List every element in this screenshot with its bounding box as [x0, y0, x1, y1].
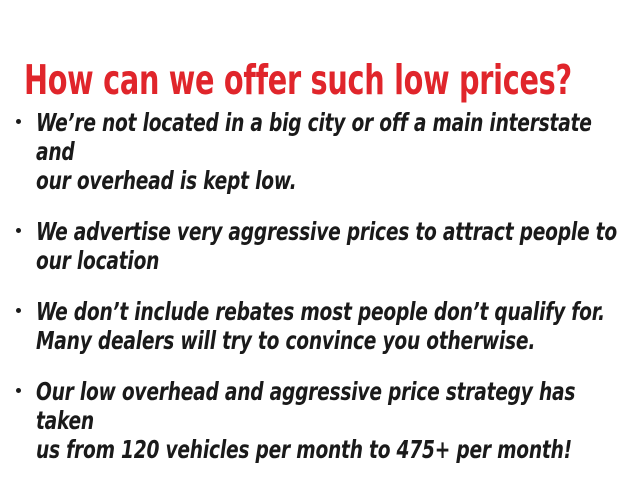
list-item-text: Our low overhead and aggressive price st…: [36, 377, 576, 464]
list-item: We’re not located in a big city or off a…: [0, 108, 640, 195]
bullet-list: We’re not located in a big city or off a…: [0, 108, 640, 464]
list-item: We advertise very aggressive prices to a…: [0, 217, 640, 275]
bullet-dot-icon: [16, 119, 21, 124]
list-item-text: We’re not located in a big city or off a…: [36, 108, 592, 195]
list-item-text: We don’t include rebates most people don…: [36, 297, 605, 355]
list-item: We don’t include rebates most people don…: [0, 297, 640, 355]
list-item: Our low overhead and aggressive price st…: [0, 377, 640, 464]
list-item-text: We advertise very aggressive prices to a…: [36, 217, 617, 275]
bullet-dot-icon: [16, 308, 21, 313]
bullet-dot-icon: [16, 228, 21, 233]
page-title: How can we offer such low prices?: [24, 56, 572, 105]
bullet-dot-icon: [16, 388, 21, 393]
